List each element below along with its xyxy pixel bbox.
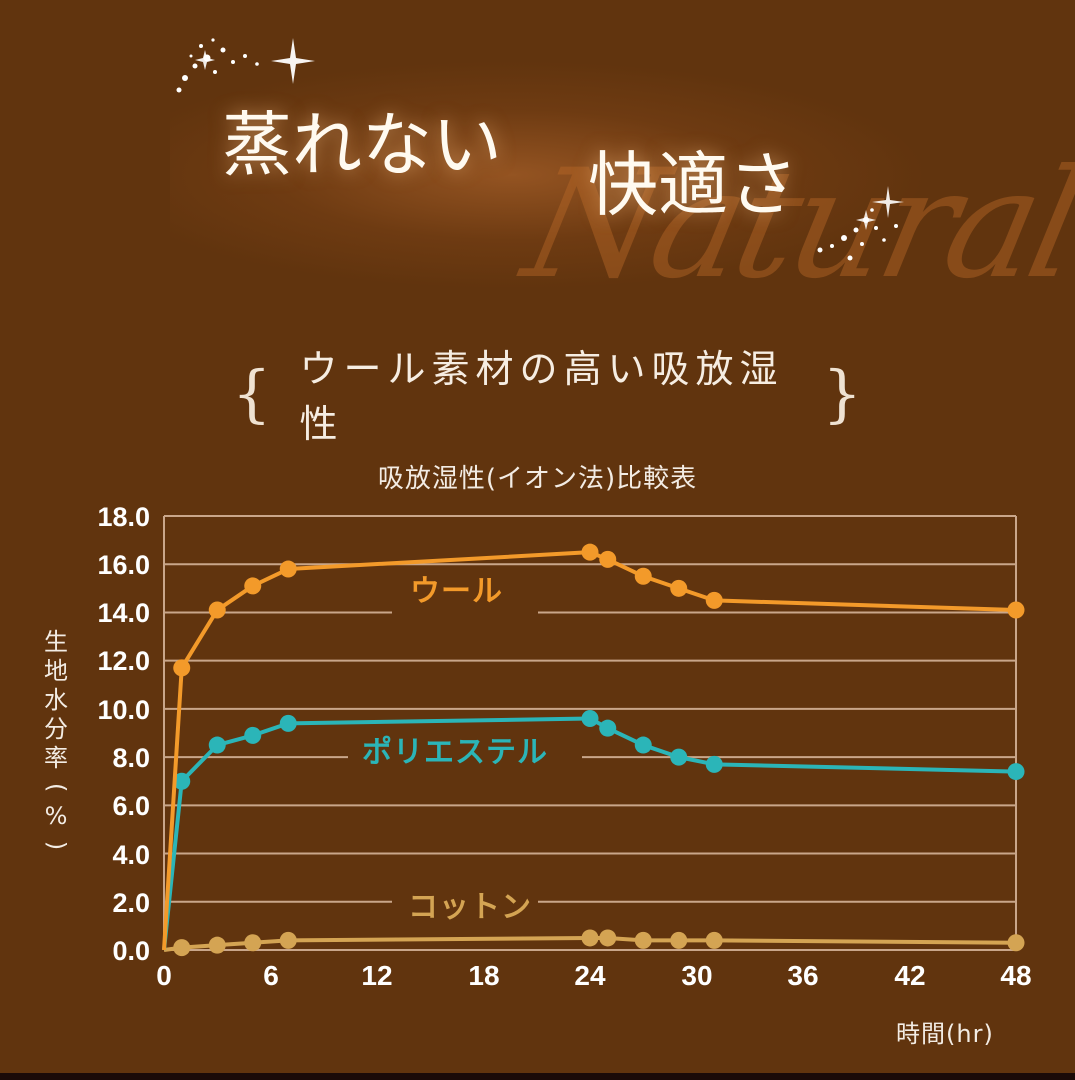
data-point <box>1007 934 1025 952</box>
x-tick: 48 <box>1000 960 1032 991</box>
y-label-char: % <box>44 802 68 830</box>
data-point <box>244 726 262 744</box>
series-polyester <box>162 710 1025 951</box>
y-tick: 0.0 <box>112 936 150 966</box>
x-tick: 24 <box>574 960 606 991</box>
x-axis-label: 時間(hr) <box>896 1020 994 1048</box>
x-tick: 12 <box>361 960 393 991</box>
data-point <box>173 772 191 790</box>
chart-title: 吸放湿性(イオン法)比較表 <box>377 464 698 494</box>
subtitle: { ウール素材の高い吸放湿性 } <box>210 338 890 448</box>
y-tick: 4.0 <box>112 840 150 870</box>
data-point <box>581 710 599 728</box>
data-point <box>670 579 688 597</box>
data-point <box>705 591 723 609</box>
y-tick: 8.0 <box>112 743 150 773</box>
headline-line1: 蒸れない <box>222 104 502 186</box>
y-axis-label: 生 地 水 分 率 ( % ) <box>38 628 74 860</box>
data-point <box>279 931 297 949</box>
data-point <box>599 550 617 568</box>
data-point <box>208 601 226 619</box>
y-label-char: 地 <box>44 657 68 685</box>
data-point <box>670 931 688 949</box>
series-label-wool: ウール <box>410 574 503 609</box>
series-label-polyester: ポリエステル <box>362 735 548 770</box>
data-point <box>208 936 226 954</box>
x-tick: 36 <box>787 960 819 991</box>
y-tick: 16.0 <box>97 550 150 580</box>
data-point <box>279 560 297 578</box>
y-tick: 14.0 <box>97 598 150 628</box>
data-point <box>634 931 652 949</box>
data-point <box>208 736 226 754</box>
data-point <box>634 567 652 585</box>
y-label-char: 水 <box>44 686 68 714</box>
data-point <box>244 577 262 595</box>
data-point <box>173 939 191 957</box>
data-point <box>173 659 191 677</box>
series-wool <box>162 543 1025 951</box>
y-tick: 10.0 <box>97 695 150 725</box>
data-point <box>279 714 297 732</box>
y-label-char: 生 <box>44 628 68 656</box>
x-tick: 18 <box>468 960 500 991</box>
y-tick: 2.0 <box>112 888 150 918</box>
headline-line2: 快適さ <box>588 144 798 226</box>
data-point <box>1007 763 1025 781</box>
bottom-edge <box>0 1073 1075 1080</box>
y-tick: 12.0 <box>97 646 150 676</box>
data-point <box>705 755 723 773</box>
series-cotton <box>163 929 1025 957</box>
data-point <box>581 543 599 561</box>
y-tick: 6.0 <box>112 791 150 821</box>
y-label-char: 率 <box>44 744 68 772</box>
left-brace: { <box>232 356 278 430</box>
data-point <box>581 929 599 947</box>
data-point <box>670 748 688 766</box>
y-label-char: 分 <box>44 715 68 743</box>
data-point <box>599 929 617 947</box>
series-label-cotton: コットン <box>408 890 532 925</box>
x-tick: 6 <box>263 960 279 991</box>
x-tick: 30 <box>681 960 713 991</box>
data-point <box>705 931 723 949</box>
data-point <box>599 719 617 737</box>
y-tick: 18.0 <box>97 502 150 532</box>
data-point <box>1007 601 1025 619</box>
subtitle-text: ウール素材の高い吸放湿性 <box>299 347 784 446</box>
data-point <box>634 736 652 754</box>
x-tick: 42 <box>894 960 926 991</box>
data-point <box>244 934 262 952</box>
right-brace: } <box>822 356 868 430</box>
x-tick: 0 <box>156 960 172 991</box>
